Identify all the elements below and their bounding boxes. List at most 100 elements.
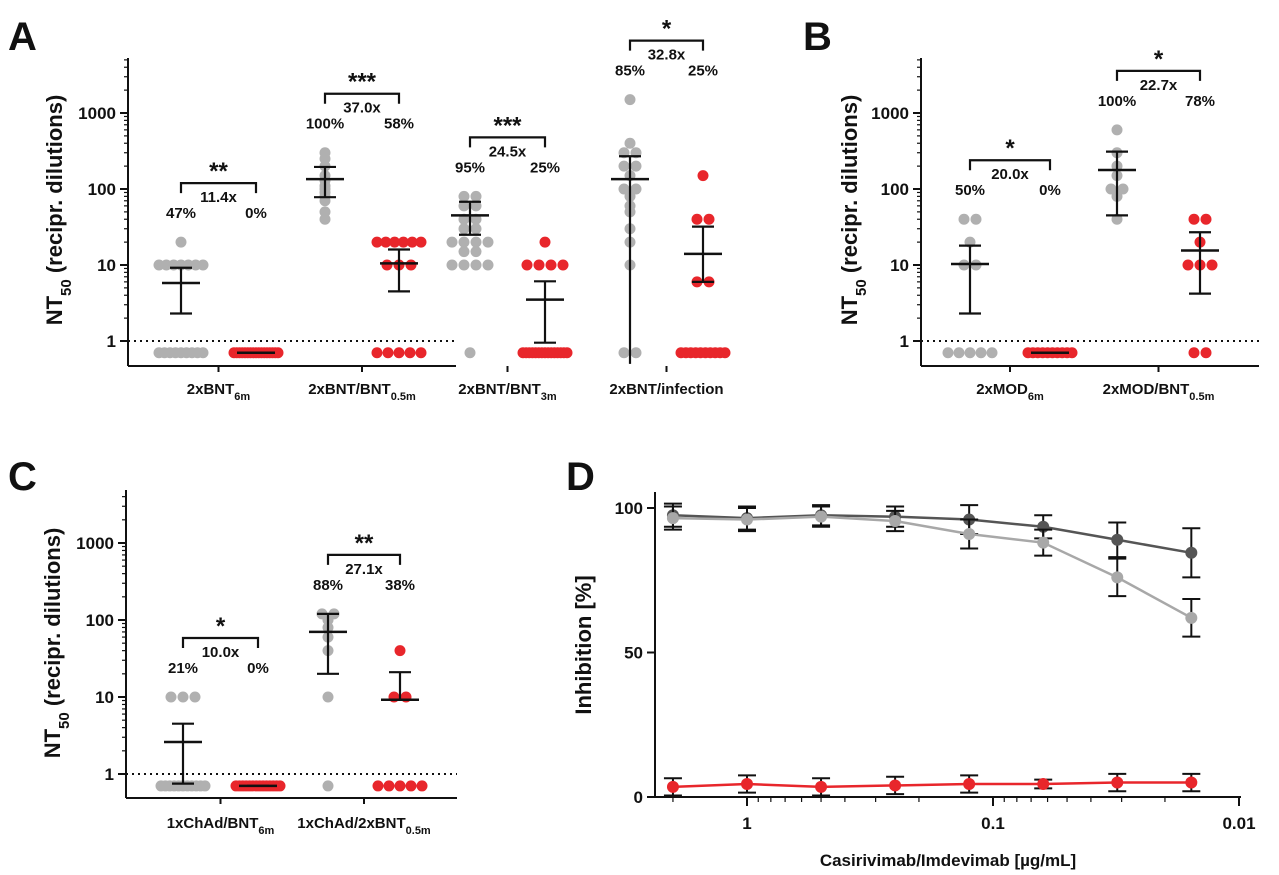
data-point: [963, 528, 976, 541]
x-axis-title: Casirivimab/Imdevimab [µg/mL]: [820, 851, 1076, 870]
data-point: [482, 236, 494, 248]
y-tick-label: 50: [624, 644, 643, 663]
fold-change-label: 37.0x: [343, 100, 381, 117]
significance-bracket: [323, 92, 401, 104]
data-point: [618, 347, 630, 359]
data-point: [482, 259, 494, 271]
y-axis-title: NT50 (recipr. dilutions): [837, 95, 870, 326]
data-point: [557, 259, 569, 271]
data-point: [1188, 213, 1200, 225]
percent-label: 100%: [1098, 93, 1136, 110]
series-line: [672, 781, 1192, 789]
y-tick-label: 1000: [78, 104, 116, 123]
data-point: [691, 213, 703, 225]
category-label: 2xBNT/BNT0.5m: [308, 381, 416, 403]
y-tick-label: 100: [881, 180, 909, 199]
data-point: [372, 780, 384, 792]
y-tick-label: 100: [88, 180, 116, 199]
data-point: [986, 347, 998, 359]
series-line: [672, 513, 1192, 555]
percent-label: 0%: [245, 205, 267, 222]
significance-stars: *: [1154, 46, 1164, 73]
percent-label: 0%: [1039, 182, 1061, 199]
percent-label: 58%: [384, 116, 414, 133]
significance-stars: *: [1005, 135, 1015, 162]
data-point: [389, 236, 401, 248]
percent-label: 78%: [1185, 93, 1215, 110]
data-point: [458, 223, 470, 235]
significance-stars: *: [216, 613, 226, 640]
data-point: [319, 213, 331, 225]
data-point: [1182, 259, 1194, 271]
data-point: [964, 347, 976, 359]
data-point: [697, 170, 709, 182]
y-tick-label: 1: [105, 765, 114, 784]
percent-label: 50%: [955, 182, 985, 199]
data-point: [470, 259, 482, 271]
data-point: [446, 259, 458, 271]
data-point: [458, 190, 470, 202]
data-point: [1105, 183, 1117, 195]
panel-label-D: D: [566, 455, 595, 499]
data-point: [371, 347, 383, 359]
category-label: 2xBNT/infection: [609, 381, 723, 398]
data-point: [815, 780, 828, 793]
y-tick-label: 10: [97, 256, 116, 275]
data-point: [975, 347, 987, 359]
data-point: [404, 347, 416, 359]
fold-change-label: 32.8x: [648, 47, 686, 64]
data-point: [953, 347, 965, 359]
data-point: [381, 259, 393, 271]
significance-bracket: [181, 636, 260, 648]
significance-stars: ***: [493, 112, 522, 139]
data-point: [1200, 347, 1212, 359]
y-axis-title: NT50 (recipr. dilutions): [40, 528, 73, 759]
data-point: [165, 691, 177, 703]
data-point: [958, 213, 970, 225]
data-point: [458, 246, 470, 258]
data-point: [889, 779, 902, 792]
data-point: [397, 236, 409, 248]
significance-stars: **: [355, 530, 374, 557]
data-point: [1111, 571, 1124, 584]
percent-label: 38%: [385, 577, 415, 594]
fold-change-label: 20.0x: [991, 166, 1029, 183]
data-point: [393, 347, 405, 359]
panel-label-B: B: [803, 15, 832, 59]
percent-label: 25%: [688, 63, 718, 80]
data-point: [741, 777, 753, 790]
y-tick-label: 1: [900, 332, 909, 351]
fold-change-label: 10.0x: [202, 644, 240, 661]
y-tick-label: 1: [107, 332, 116, 351]
y-tick-label: 0: [634, 788, 643, 807]
data-point: [470, 200, 482, 212]
significance-stars: **: [209, 158, 228, 185]
y-tick-label: 10: [890, 256, 909, 275]
significance-stars: *: [662, 16, 672, 43]
y-tick-label: 1000: [871, 104, 909, 123]
category-label: 2xBNT6m: [187, 381, 251, 403]
y-tick-label: 1000: [76, 534, 114, 553]
data-point: [970, 213, 982, 225]
category-label: 2xMOD6m: [976, 381, 1044, 403]
data-point: [1111, 124, 1123, 136]
data-point: [963, 777, 976, 790]
data-point: [416, 780, 428, 792]
data-point: [741, 513, 753, 526]
data-point: [666, 512, 679, 525]
data-point: [177, 691, 189, 703]
percent-label: 25%: [530, 159, 560, 176]
data-point: [624, 94, 636, 106]
data-point: [533, 259, 545, 271]
data-point: [1066, 347, 1078, 359]
data-point: [703, 213, 715, 225]
panel-label-A: A: [8, 15, 37, 59]
data-point: [470, 236, 482, 248]
panel-label-C: C: [8, 455, 37, 499]
data-point: [322, 691, 334, 703]
data-point: [405, 259, 417, 271]
data-point: [322, 780, 334, 792]
data-point: [889, 515, 902, 528]
data-point: [1037, 536, 1050, 549]
